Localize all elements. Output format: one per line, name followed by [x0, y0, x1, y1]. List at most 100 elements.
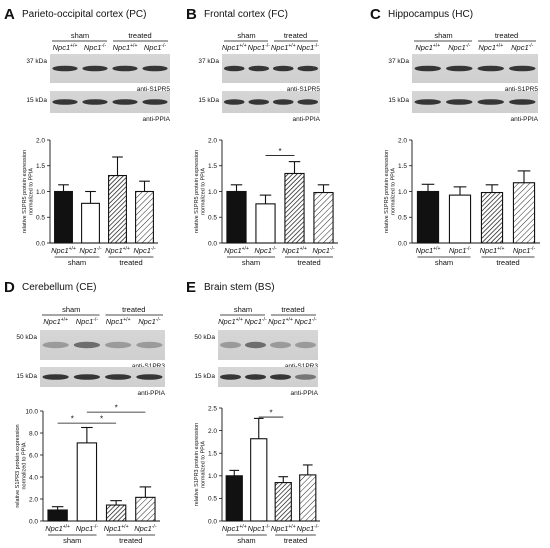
blot-header: sham treated Npc1+/+ Npc1-/- Npc1+/+ Npc1-/- — [52, 31, 168, 52]
y-tick-label: 2.0 — [208, 428, 217, 435]
x-group-label-sham: sham — [237, 536, 255, 545]
kda-marker: 37 kDa — [388, 58, 409, 65]
genotype-label-x2: Npc1+/+ — [480, 246, 505, 255]
genotype-label-x0: Npc1+/+ — [416, 246, 441, 255]
blot-target: 50 kDa anti-S1PR3 — [16, 330, 165, 370]
group-label-treated: treated — [128, 31, 151, 40]
blot-band — [509, 99, 536, 105]
group-label-sham: sham — [62, 305, 80, 314]
y-tick-label: 0.5 — [36, 215, 45, 222]
y-axis-label: relative S1PR3 protein expressionnormali… — [15, 424, 28, 507]
blot-band — [414, 65, 441, 72]
y-tick-label: 0.0 — [398, 240, 407, 247]
bar — [299, 474, 317, 522]
genotype-label-3: Npc1-/- — [294, 317, 317, 326]
y-axis-label: relative S1PR5 protein expressionnormali… — [22, 150, 35, 233]
blot-band — [295, 374, 316, 380]
blot-band — [105, 374, 132, 380]
group-label-treated: treated — [495, 31, 518, 40]
x-group-label-treated: treated — [119, 536, 142, 545]
blot-band — [82, 65, 108, 72]
antibody-label: anti-PPIA — [511, 116, 539, 123]
blot-band — [105, 341, 132, 349]
bar — [225, 475, 243, 522]
antibody-label: anti-PPIA — [143, 116, 171, 123]
group-label-sham: sham — [434, 31, 452, 40]
y-tick-label: 0.0 — [36, 240, 45, 247]
antibody-label: anti-S1PR5 — [137, 86, 171, 93]
bar — [54, 190, 73, 244]
x-group-label-sham: sham — [435, 258, 453, 267]
panel-letter: C — [370, 6, 381, 23]
blot-image — [50, 91, 170, 113]
genotype-label-1: Npc1-/- — [448, 43, 471, 52]
blot-band — [52, 65, 78, 72]
genotype-label-3: Npc1-/- — [297, 43, 320, 52]
group-label-sham: sham — [237, 31, 255, 40]
genotype-label-x3: Npc1-/- — [513, 246, 536, 255]
antibody-label: anti-S1PR3 — [132, 363, 166, 370]
genotype-label-1: Npc1-/- — [248, 43, 271, 52]
blot-band — [142, 99, 168, 105]
antibody-label: anti-PPIA — [291, 390, 319, 397]
blot-image — [222, 91, 320, 113]
significance-star: * — [278, 147, 281, 156]
bar — [47, 509, 68, 522]
blot-band — [248, 65, 270, 72]
genotype-label-x0: Npc1+/+ — [45, 524, 70, 533]
blot-loading: 15 kDa anti-PPIA — [16, 367, 166, 397]
y-tick-label: 0.0 — [208, 240, 217, 247]
blot-band — [446, 99, 473, 105]
bar — [313, 191, 334, 244]
kda-marker: 15 kDa — [388, 97, 409, 104]
bar — [81, 202, 100, 244]
y-tick-label: 8.0 — [29, 430, 38, 437]
blot-band — [509, 65, 536, 72]
blot-band — [270, 341, 291, 349]
genotype-label-2: Npc1+/+ — [271, 43, 296, 52]
x-group-label-sham: sham — [63, 536, 81, 545]
blot-band — [112, 99, 138, 105]
genotype-label-2: Npc1+/+ — [113, 43, 138, 52]
y-tick-label: 0.5 — [208, 215, 217, 222]
blot-target: 50 kDa anti-S1PR3 — [194, 330, 318, 370]
bar — [512, 182, 536, 244]
blot-image — [412, 91, 538, 113]
blot-image — [40, 330, 165, 360]
y-tick-label: 1.0 — [208, 473, 217, 480]
genotype-label-2: Npc1+/+ — [478, 43, 503, 52]
y-tick-label: 1.0 — [398, 189, 407, 196]
panel-c: C Hippocampus (HC) sham treated Npc1+/+ Npc1-… — [370, 6, 540, 267]
bar — [480, 191, 504, 244]
blot-band — [270, 374, 291, 380]
x-group-label-sham: sham — [242, 258, 260, 267]
y-tick-label: 2.5 — [208, 405, 217, 412]
blot-band — [52, 99, 78, 105]
antibody-label: anti-S1PR5 — [287, 86, 321, 93]
genotype-label-x3: Npc1-/- — [312, 246, 335, 255]
blot-loading: 15 kDa anti-PPIA — [198, 91, 321, 123]
blot-band — [295, 341, 316, 349]
blot-band — [272, 99, 294, 105]
kda-marker: 50 kDa — [194, 334, 215, 341]
panel-letter: E — [186, 279, 196, 296]
kda-marker: 15 kDa — [26, 97, 47, 104]
x-group-label-treated: treated — [119, 258, 142, 267]
genotype-label-x2: Npc1+/+ — [105, 246, 130, 255]
blot-band — [220, 374, 241, 380]
y-tick-label: 2.0 — [36, 137, 45, 144]
x-group-label-sham: sham — [68, 258, 86, 267]
bar — [135, 190, 154, 244]
group-label-treated: treated — [284, 31, 307, 40]
kda-marker: 50 kDa — [16, 334, 37, 341]
blot-image — [40, 367, 165, 387]
blot-band — [136, 341, 163, 349]
genotype-label-x1: Npc1-/- — [248, 524, 271, 533]
blot-band — [42, 374, 69, 380]
blot-band — [245, 374, 266, 380]
blot-band — [136, 374, 163, 380]
panel-title: Frontal cortex (FC) — [204, 9, 288, 20]
y-axis-label: relative S1PR5 protein expressionnormali… — [194, 150, 207, 233]
blot-header: sham treated Npc1+/+ Npc1-/- Npc1+/+ Npc1-/- — [414, 31, 536, 52]
